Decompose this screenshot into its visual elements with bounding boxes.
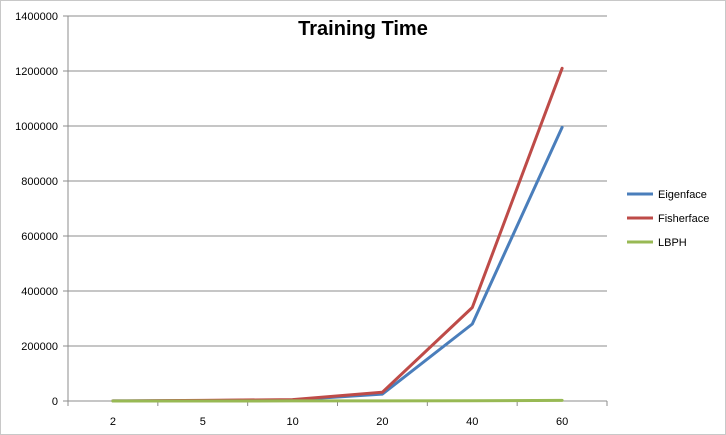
series-lines	[111, 66, 564, 403]
series-line-fisherface	[111, 66, 564, 403]
legend-label-fisherface: Fisherface	[658, 213, 709, 225]
x-tick-label: 5	[200, 416, 206, 428]
legend-label-eigenface: Eigenface	[658, 189, 707, 201]
x-tick-label: 40	[466, 416, 478, 428]
x-tick-label: 60	[556, 416, 568, 428]
y-tick-label: 800000	[21, 176, 58, 188]
y-tick-label: 1400000	[15, 11, 58, 23]
y-tick-label: 1000000	[15, 121, 58, 133]
x-axis-ticks: 2 5 10 20 40 60	[67, 401, 608, 428]
y-tick-label: 200000	[21, 341, 58, 353]
legend-label-lbph: LBPH	[658, 237, 687, 249]
y-tick-label: 600000	[21, 231, 58, 243]
x-tick-label: 2	[110, 416, 116, 428]
legend: Eigenface Fisherface LBPH	[627, 189, 709, 249]
gridlines	[68, 15, 607, 347]
series-line-lbph	[111, 398, 564, 403]
y-tick-label: 0	[52, 396, 58, 408]
x-tick-label: 20	[376, 416, 388, 428]
y-tick-label: 1200000	[15, 66, 58, 78]
x-tick-label: 10	[286, 416, 298, 428]
y-axis-ticks: 0 200000 400000 600000 800000 1000000 1200000 1…	[15, 11, 68, 408]
series-line-eigenface	[111, 125, 564, 403]
chart-title: Training Time	[298, 18, 428, 40]
y-tick-label: 400000	[21, 286, 58, 298]
